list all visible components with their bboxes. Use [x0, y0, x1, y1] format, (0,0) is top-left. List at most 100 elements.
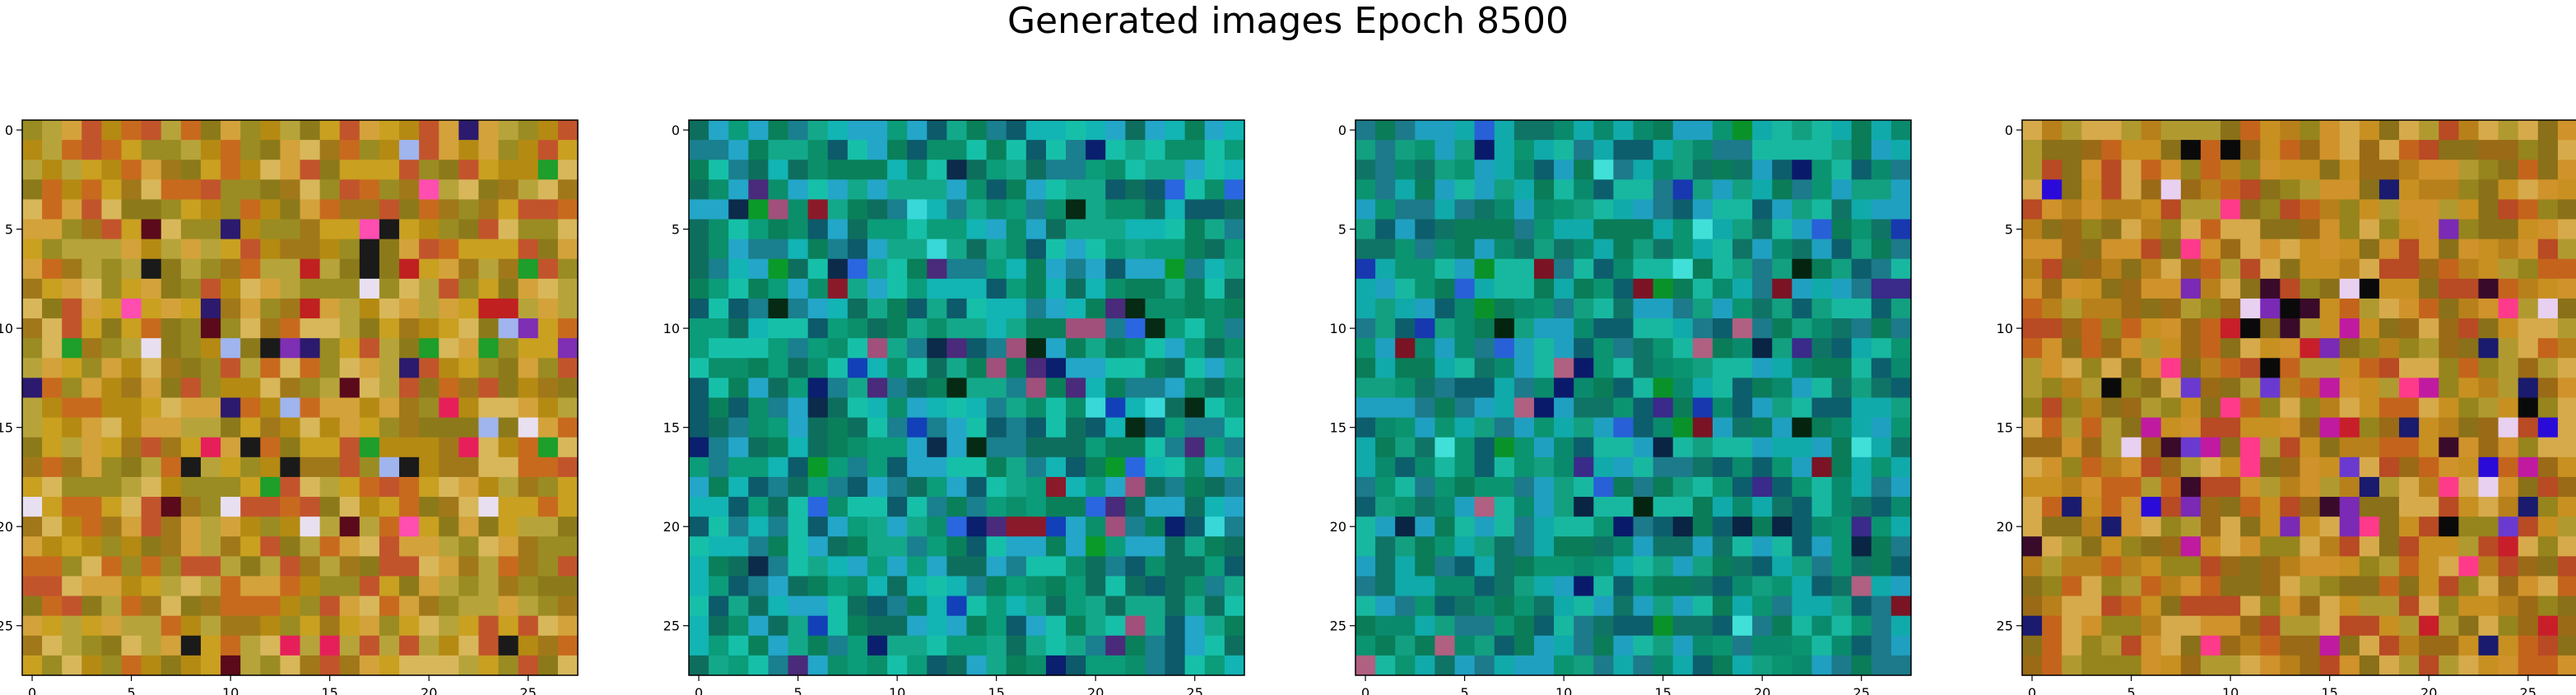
pixel-cell: [1811, 497, 1833, 517]
pixel-cell: [867, 140, 888, 160]
pixel-cell: [1224, 497, 1245, 517]
pixel-cell: [1633, 219, 1654, 240]
pixel-cell: [1434, 199, 1456, 220]
pixel-cell: [689, 576, 709, 597]
pixel-cell: [1454, 378, 1476, 399]
pixel-cell: [1533, 258, 1555, 280]
pixel-cell: [1672, 456, 1694, 478]
pixel-cell: [458, 615, 480, 637]
pixel-cell: [768, 258, 789, 280]
pixel-cell: [379, 160, 400, 180]
pixel-cell: [1633, 378, 1654, 399]
pixel-cell: [1752, 635, 1773, 656]
pixel-cell: [200, 378, 221, 399]
pixel-cell: [1474, 397, 1495, 419]
pixel-cell: [2359, 517, 2380, 537]
pixel-cell: [946, 358, 968, 378]
pixel-cell: [2359, 417, 2380, 438]
pixel-cell: [1851, 615, 1872, 637]
pixel-cell: [1045, 476, 1067, 498]
pixel-cell: [399, 556, 420, 577]
pixel-cell: [748, 437, 770, 458]
pixel-cell: [200, 318, 221, 339]
pixel-cell: [1712, 239, 1733, 260]
pixel-cell: [1890, 160, 1912, 180]
pixel-cell: [1890, 556, 1912, 577]
pixel-cell: [537, 298, 559, 319]
pixel-cell: [2458, 160, 2480, 180]
pixel-cell: [2518, 298, 2539, 319]
y-tick-label: 15: [1330, 420, 1346, 436]
x-tick-label: 5: [793, 685, 802, 695]
pixel-cell: [2378, 456, 2400, 478]
pixel-cell: [768, 615, 789, 637]
pixel-cell: [1752, 298, 1773, 319]
pixel-cell: [728, 298, 749, 319]
pixel-cell: [1792, 219, 1813, 240]
pixel-cell: [498, 615, 519, 637]
pixel-cell: [260, 655, 281, 676]
pixel-cell: [399, 278, 420, 299]
pixel-cell: [1613, 179, 1634, 201]
pixel-cell: [379, 576, 400, 597]
pixel-cell: [1025, 199, 1047, 220]
pixel-cell: [537, 476, 559, 498]
pixel-cell: [1554, 417, 1574, 438]
pixel-cell: [2081, 199, 2103, 220]
y-tick-label: 5: [2005, 222, 2013, 238]
pixel-cell: [1395, 497, 1416, 517]
pixel-cell: [1224, 595, 1245, 617]
pixel-cell: [2419, 397, 2439, 419]
pixel-cell: [986, 378, 1007, 399]
pixel-cell: [2160, 476, 2182, 498]
pixel-cell: [807, 497, 829, 517]
pixel-cell: [260, 476, 281, 498]
pixel-cell: [927, 199, 947, 220]
pixel-cell: [1045, 120, 1067, 141]
pixel-cell: [847, 417, 868, 438]
pixel-cell: [2498, 378, 2519, 399]
pixel-cell: [2022, 199, 2043, 220]
pixel-cell: [458, 258, 480, 280]
pixel-cell: [2419, 298, 2439, 319]
pixel-cell: [1811, 517, 1833, 537]
pixel-cell: [121, 358, 142, 378]
pixel-cell: [2042, 199, 2062, 220]
pixel-cell: [2180, 635, 2202, 656]
pixel-cell: [439, 556, 459, 577]
pixel-cell: [2557, 278, 2576, 299]
pixel-cell: [2399, 318, 2420, 339]
pixel-cell: [2339, 615, 2360, 637]
pixel-cell: [986, 417, 1007, 438]
pixel-cell: [339, 179, 360, 201]
pixel-cell: [2498, 655, 2519, 676]
pixel-cell: [1184, 298, 1206, 319]
pixel-cell: [907, 517, 928, 537]
pixel-cell: [1474, 278, 1495, 299]
pixel-cell: [1415, 655, 1436, 676]
pixel-cell: [2399, 199, 2420, 220]
pixel-cell: [1593, 417, 1614, 438]
pixel-cell: [1474, 318, 1495, 339]
pixel-cell: [847, 338, 868, 359]
pixel-cell: [2498, 615, 2519, 637]
pixel-cell: [1204, 378, 1225, 399]
pixel-cell: [1772, 536, 1793, 557]
pixel-cell: [2121, 338, 2142, 359]
pixel-cell: [478, 338, 500, 359]
pixel-cell: [1613, 417, 1634, 438]
pixel-cell: [2220, 397, 2241, 419]
pixel-cell: [1871, 199, 1892, 220]
pixel-cell: [101, 576, 123, 597]
pixel-cell: [2299, 517, 2321, 537]
pixel-cell: [1125, 278, 1146, 299]
pixel-cell: [2478, 378, 2499, 399]
pixel-cell: [1086, 140, 1106, 160]
pixel-cell: [2498, 179, 2519, 201]
pixel-cell: [1125, 378, 1146, 399]
pixel-cell: [2141, 358, 2162, 378]
pixel-cell: [1533, 278, 1555, 299]
pixel-cell: [2260, 635, 2281, 656]
pixel-cell: [2160, 258, 2182, 280]
pixel-cell: [689, 160, 709, 180]
